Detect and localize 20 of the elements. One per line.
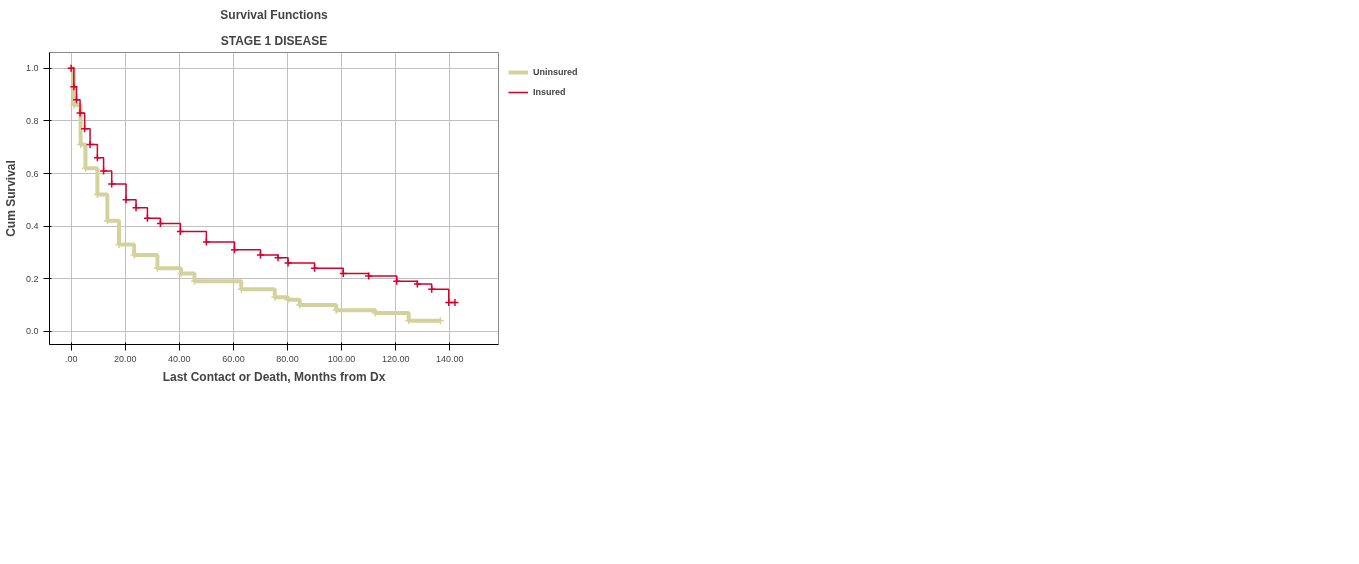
x-axis-title: Last Contact or Death, Months from Dx xyxy=(162,369,386,384)
y-tick-label: 0.6 xyxy=(25,168,39,179)
legend-label: Insured xyxy=(533,87,566,97)
y-tick-label: 0.0 xyxy=(25,326,39,337)
x-tick-label: 120.00 xyxy=(381,353,410,364)
x-tick-label: 20.00 xyxy=(113,353,137,364)
legend-label: Uninsured xyxy=(533,67,578,77)
x-tick-label: .00 xyxy=(64,353,78,364)
x-tick-label: 140.00 xyxy=(436,353,464,364)
chart-subtitle: STAGE 1 DISEASE xyxy=(220,33,328,48)
x-tick-label: 100.00 xyxy=(327,353,356,364)
x-tick-label: 60.00 xyxy=(222,353,245,364)
y-tick-label: 0.8 xyxy=(25,115,39,126)
y-tick-label: 0.2 xyxy=(25,273,39,284)
x-tick-label: 40.00 xyxy=(168,353,191,364)
y-axis-title: Cum Survival xyxy=(3,160,18,237)
y-tick-label: 0.4 xyxy=(25,221,39,232)
chart-title: Survival Functions xyxy=(220,7,328,22)
x-tick-label: 80.00 xyxy=(276,353,299,364)
y-tick-label: 1.0 xyxy=(25,63,39,74)
